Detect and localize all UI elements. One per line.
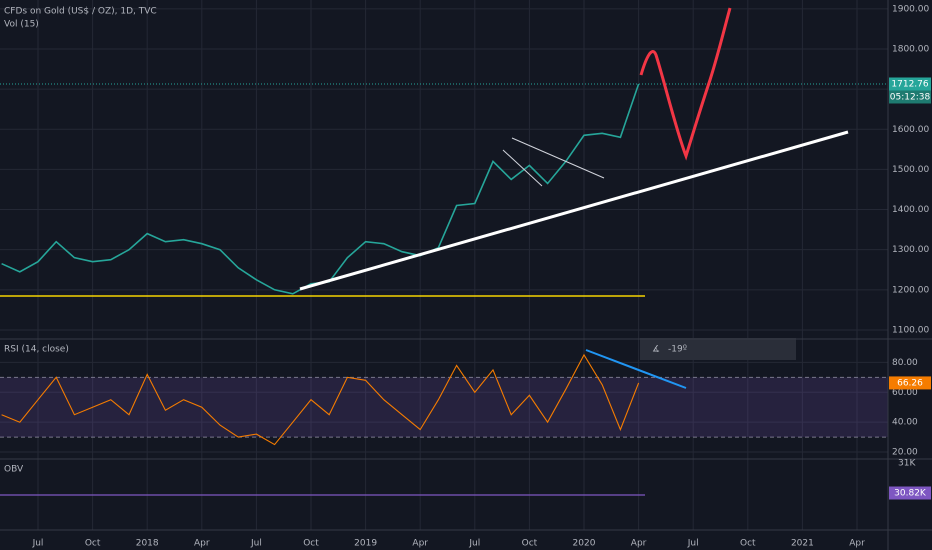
projection-curve	[639, 7, 732, 161]
y-tick-label: 1100.00	[892, 325, 929, 335]
x-tick-label: 2021	[791, 539, 814, 549]
x-tick-label: 2018	[136, 539, 159, 549]
obv-title: OBV	[4, 465, 24, 475]
x-tick-label: Apr	[194, 539, 210, 549]
y-tick-label: 1400.00	[892, 205, 929, 215]
y-tick-label: 1600.00	[892, 125, 929, 135]
y-tick-label: 1200.00	[892, 285, 929, 295]
flag-line	[511, 137, 605, 179]
angle-tooltip	[640, 338, 796, 360]
x-tick-label: Apr	[631, 539, 647, 549]
countdown-label: 05:12:38	[890, 92, 931, 102]
x-tick-label: 2020	[573, 539, 596, 549]
y-tick-label: 80.00	[892, 358, 918, 368]
angle-icon: ∡	[652, 345, 660, 355]
last-price-label: 1712.76	[891, 79, 928, 89]
x-tick-label: Oct	[740, 539, 756, 549]
rsi-title: RSI (14, close)	[4, 345, 69, 355]
obv-value-label-box	[889, 486, 931, 500]
x-tick-label: Oct	[303, 539, 319, 549]
series-line	[1, 353, 640, 446]
countdown-label-box	[889, 90, 931, 104]
x-tick-label: Oct	[522, 539, 538, 549]
x-tick-label: Apr	[849, 539, 865, 549]
last-price-label-box	[889, 77, 931, 91]
y-tick-label: 1800.00	[892, 44, 929, 54]
rsi-band	[0, 377, 888, 438]
x-tick-label: Jul	[468, 539, 480, 549]
y-tick-label: 1300.00	[892, 245, 929, 255]
volume-label: Vol (15)	[4, 20, 39, 30]
flag-line	[502, 149, 543, 187]
rsi-divergence-line	[585, 349, 687, 389]
trend-line	[299, 130, 849, 291]
y-tick-label: 1900.00	[892, 4, 929, 14]
x-tick-label: Jul	[32, 539, 44, 549]
obv-value-label: 30.82K	[894, 489, 927, 499]
last-value-label-box	[889, 376, 931, 390]
y-tick-label: 1500.00	[892, 165, 929, 175]
angle-value: -19º	[668, 345, 687, 355]
y-tick-label: 20.00	[892, 448, 918, 458]
symbol-title: CFDs on Gold (US$ / OZ), 1D, TVC	[4, 7, 157, 17]
last-value-label: 66.26	[897, 378, 923, 388]
x-tick-label: Jul	[687, 539, 699, 549]
y-tick-label: 60.00	[892, 388, 918, 398]
x-tick-label: Apr	[412, 539, 428, 549]
y-tick-label: 31K	[898, 459, 916, 469]
x-tick-label: Jul	[250, 539, 262, 549]
grid	[0, 0, 888, 530]
y-tick-label: 40.00	[892, 418, 918, 428]
x-tick-label: 2019	[354, 539, 377, 549]
x-tick-label: Oct	[85, 539, 101, 549]
